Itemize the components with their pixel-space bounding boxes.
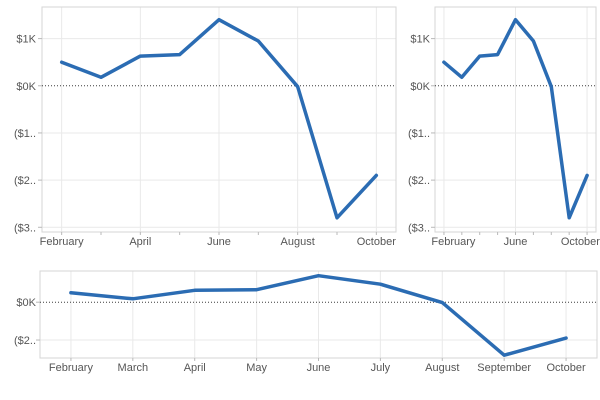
x-axis-tick-label: June bbox=[504, 236, 528, 248]
y-axis-tick-label: ($1.. bbox=[408, 128, 430, 140]
x-axis-tick-label: September bbox=[477, 362, 531, 374]
y-axis-tick-label: $0K bbox=[16, 81, 36, 93]
y-axis-tick-label: $1K bbox=[410, 34, 430, 46]
y-axis-tick-label: $0K bbox=[410, 81, 430, 93]
y-axis-tick-label: ($3.. bbox=[14, 222, 36, 234]
x-axis-tick-label: April bbox=[184, 362, 206, 374]
x-axis-tick-label: April bbox=[129, 236, 151, 248]
x-axis-tick-label: October bbox=[357, 236, 396, 248]
chart-panel-wide: $0K ($2.. February March April May June July Aug… bbox=[14, 270, 598, 374]
x-axis-tick-label: October bbox=[561, 236, 600, 248]
y-axis-tick-label: ($2.. bbox=[408, 175, 430, 187]
y-axis-tick-label: ($2.. bbox=[14, 175, 36, 187]
x-axis-tick-label: July bbox=[371, 362, 391, 374]
x-axis-tick-label: February bbox=[431, 236, 476, 248]
x-axis-tick-label: August bbox=[281, 236, 315, 248]
chart-panel-compact: $1K $0K ($1.. ($2.. ($3..February June October bbox=[408, 6, 600, 248]
y-axis-tick-label: $0K bbox=[16, 297, 36, 309]
x-axis-tick-label: June bbox=[207, 236, 231, 248]
y-axis-tick-label: ($1.. bbox=[14, 128, 36, 140]
x-axis-tick-label: August bbox=[425, 362, 459, 374]
x-axis-tick-label: February bbox=[49, 362, 94, 374]
profit-series-line[interactable] bbox=[442, 17, 589, 220]
y-axis-tick-label: ($2.. bbox=[14, 335, 36, 347]
x-axis-tick-label: May bbox=[246, 362, 267, 374]
profit-series-line[interactable] bbox=[59, 17, 379, 220]
y-axis-tick-label: ($3.. bbox=[408, 222, 430, 234]
x-axis-tick-label: October bbox=[546, 362, 585, 374]
x-axis-tick-label: March bbox=[118, 362, 149, 374]
y-axis-tick-label: $1K bbox=[16, 34, 36, 46]
x-axis-tick-label: June bbox=[307, 362, 331, 374]
chart-panel-main: $1K $0K ($1.. ($2.. ($3.. February April June Au… bbox=[14, 6, 397, 248]
profit-series-line[interactable] bbox=[69, 273, 568, 357]
x-axis-tick-label: February bbox=[40, 236, 85, 248]
